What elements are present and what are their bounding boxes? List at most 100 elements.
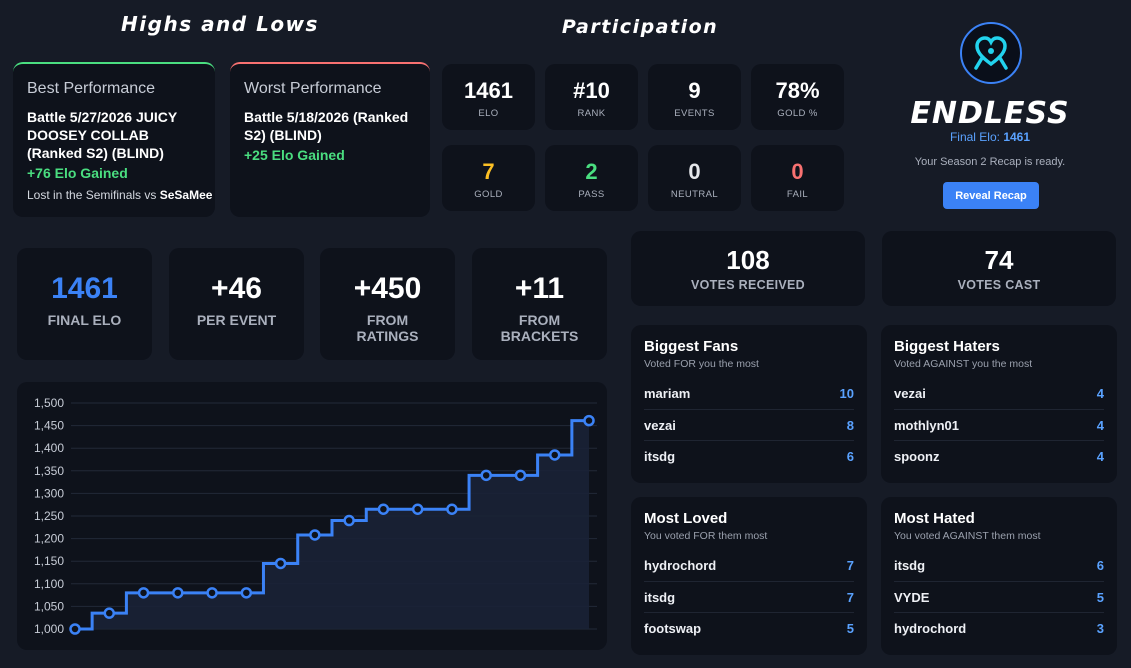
list-item[interactable]: hydrochord 7 (644, 550, 854, 581)
elo-point[interactable] (411, 503, 424, 515)
elo-point[interactable] (377, 503, 390, 515)
summary-value: +11 (514, 272, 565, 305)
list-item-count: 7 (846, 590, 854, 605)
y-tick-label: 1,500 (34, 396, 64, 410)
elo-point[interactable] (206, 587, 218, 599)
y-tick-label: 1,150 (34, 554, 64, 568)
participation-title: Participation (561, 16, 719, 38)
list-item-name: hydrochord (894, 621, 967, 636)
list-item[interactable]: itsdg 6 (894, 550, 1104, 581)
stat-card: 9 EVENTS (648, 64, 741, 130)
list-item-count: 6 (1096, 558, 1104, 573)
stat-value: #10 (573, 78, 610, 103)
y-tick-label: 1,300 (34, 486, 64, 500)
list-item-count: 7 (846, 558, 854, 573)
list-item-count: 4 (1096, 418, 1104, 433)
elo-point[interactable] (137, 587, 150, 599)
list-item-name: itsdg (894, 558, 926, 573)
stat-card: #10 RANK (545, 64, 638, 130)
stat-value: 78% (775, 78, 820, 103)
elo-point[interactable] (583, 414, 595, 427)
votes-cast-value: 74 (984, 245, 1014, 275)
list-item[interactable]: vezai 8 (644, 409, 854, 440)
votes-received-label: VOTES RECEIVED (691, 278, 805, 292)
y-tick-label: 1,100 (34, 577, 64, 591)
profile-panel: ENDLESS Final Elo: 1461 Your Season 2 Re… (860, 10, 1120, 220)
best-battle-name: Battle 5/27/2026 JUICY DOOSEY COLLAB (Ra… (27, 109, 177, 161)
list-title: Most Loved (644, 510, 728, 527)
votes-received-value: 108 (726, 245, 770, 275)
y-tick-label: 1,250 (34, 509, 64, 523)
list-subtitle: Voted AGAINST you the most (894, 358, 1033, 370)
stat-card: 7 GOLD (442, 145, 535, 211)
summary-value: 1461 (51, 272, 118, 305)
votes-cast-card: 74 VOTES CAST (882, 231, 1116, 306)
stat-value: 2 (585, 159, 598, 184)
list-item-count: 3 (1096, 621, 1104, 636)
list-item[interactable]: itsdg 6 (644, 440, 854, 471)
elo-point[interactable] (103, 607, 116, 619)
list-item-count: 5 (846, 621, 854, 636)
y-tick-label: 1,400 (34, 441, 64, 455)
stat-label: RANK (577, 108, 606, 119)
worst-performance-card: Worst Performance Battle 5/18/2026 (Rank… (230, 62, 430, 217)
list-item-count: 10 (839, 386, 854, 401)
biggest-haters-card: Biggest Haters Voted AGAINST you the most… (881, 325, 1117, 483)
list-item[interactable]: itsdg 7 (644, 581, 854, 612)
list-item[interactable]: hydrochord 3 (894, 612, 1104, 643)
elo-point[interactable] (309, 529, 321, 541)
elo-point[interactable] (548, 449, 561, 461)
list-item[interactable]: mothlyn01 4 (894, 409, 1104, 440)
list-subtitle: Voted FOR you the most (644, 358, 759, 370)
list-item[interactable]: vezai 4 (894, 378, 1104, 409)
elo-point[interactable] (69, 623, 81, 635)
stat-label: ELO (478, 108, 499, 119)
best-opponent: SeSaMee (159, 188, 213, 202)
worst-performance-battle: Battle 5/18/2026 (Ranked S2) (BLIND) +25… (244, 108, 418, 164)
list-item-count: 5 (1096, 590, 1104, 605)
list-item-name: hydrochord (644, 558, 717, 573)
list-item-count: 4 (1096, 449, 1104, 464)
worst-elo-gain: +25 Elo Gained (244, 147, 345, 163)
list-item-name: mothlyn01 (894, 418, 960, 433)
worst-battle-name: Battle 5/18/2026 (Ranked S2) (BLIND) (244, 109, 409, 143)
heart-ribbon-icon (960, 22, 1022, 84)
reveal-recap-button[interactable]: Reveal Recap (943, 182, 1039, 209)
votes-cast-label: VOTES CAST (957, 278, 1041, 292)
stat-value: 9 (688, 78, 701, 103)
elo-point[interactable] (480, 469, 492, 482)
elo-chart-card: 1,000 1,050 1,100 1,150 1,200 1,250 1,300 1,350… (17, 382, 607, 650)
y-tick-label: 1,000 (34, 622, 64, 636)
stat-label: FAIL (786, 189, 809, 200)
stat-label: NEUTRAL (670, 189, 719, 200)
y-tick-label: 1,050 (34, 599, 64, 613)
worst-performance-heading: Worst Performance (244, 80, 382, 97)
list-item-count: 8 (846, 418, 854, 433)
summary-label: FROM RATINGS (356, 312, 419, 344)
final-elo-label: Final Elo: (949, 130, 1000, 144)
list-item-name: vezai (894, 386, 926, 401)
list-item-name: footswap (644, 621, 702, 636)
list-item[interactable]: spoonz 4 (894, 440, 1104, 471)
elo-point[interactable] (343, 514, 355, 527)
summary-value: +46 (211, 272, 262, 305)
elo-point[interactable] (274, 557, 287, 570)
list-subtitle: You voted AGAINST them most (894, 530, 1041, 542)
stat-card: 0 NEUTRAL (648, 145, 741, 211)
best-performance-heading: Best Performance (27, 80, 156, 97)
elo-point[interactable] (172, 587, 184, 599)
elo-point[interactable] (446, 503, 458, 515)
summary-label: PER EVENT (196, 312, 277, 328)
list-item[interactable]: footswap 5 (644, 612, 854, 643)
list-item[interactable]: mariam 10 (644, 378, 854, 409)
list-title: Biggest Haters (894, 338, 1000, 355)
elo-point[interactable] (240, 587, 253, 599)
best-performance-card: Best Performance Battle 5/27/2026 JUICY … (13, 62, 215, 217)
elo-chart: 1,000 1,050 1,100 1,150 1,200 1,250 1,300 1,350… (34, 396, 597, 636)
list-title: Biggest Fans (644, 338, 739, 355)
elo-point[interactable] (514, 469, 527, 482)
biggest-fans-card: Biggest Fans Voted FOR you the most mariam… (631, 325, 867, 483)
list-item[interactable]: VYDE 5 (894, 581, 1104, 612)
stat-value: 7 (482, 159, 495, 184)
elo-line (75, 419, 589, 631)
